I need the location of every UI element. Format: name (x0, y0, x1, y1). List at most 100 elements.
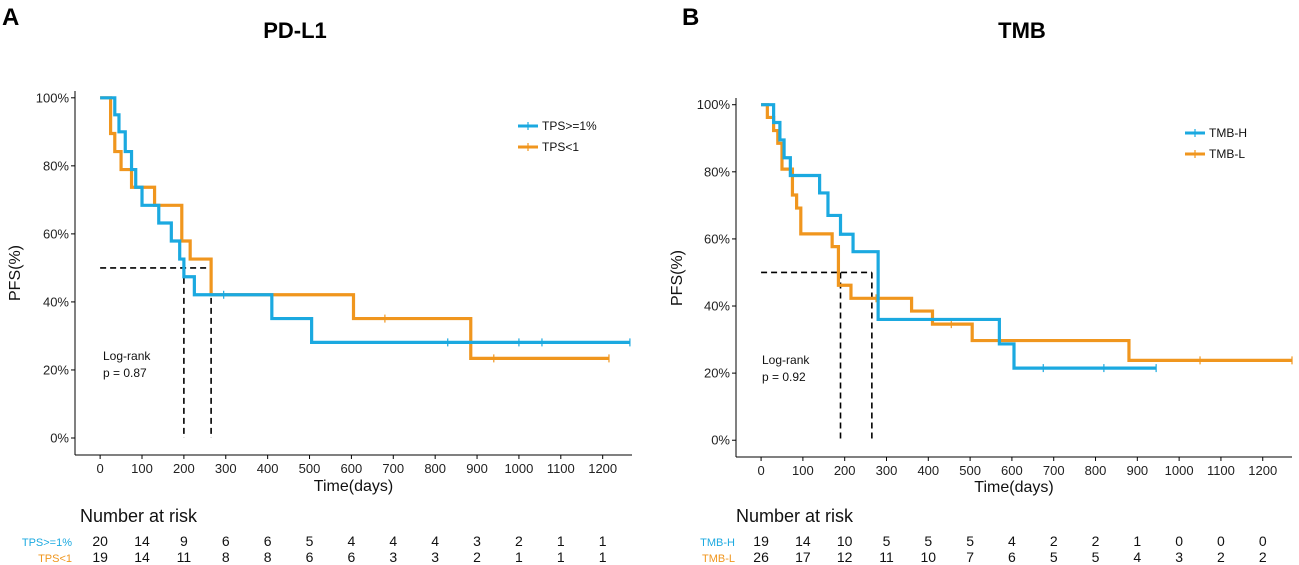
x-tick-label: 500 (959, 463, 981, 478)
logrank-annotation: p = 0.87 (103, 366, 147, 380)
x-tick-label: 400 (917, 463, 939, 478)
x-tick-label: 800 (1085, 463, 1107, 478)
risk-count: 6 (222, 533, 230, 549)
km-curve-tps-1- (100, 96, 630, 344)
risk-row-label: TPS<1 (38, 553, 72, 565)
x-tick-label: 1100 (547, 461, 575, 476)
risk-row-label: TMB-L (702, 553, 735, 565)
km-curve-tps-1 (100, 96, 609, 360)
risk-count: 4 (389, 533, 397, 549)
risk-count: 14 (134, 549, 150, 565)
logrank-annotation: Log-rank (103, 349, 151, 363)
x-tick-label: 1200 (588, 461, 617, 476)
x-tick-label: 900 (1126, 463, 1148, 478)
x-tick-label: 300 (215, 461, 237, 476)
x-tick-label: 400 (257, 461, 279, 476)
x-tick-label: 200 (834, 463, 856, 478)
risk-count: 2 (515, 533, 523, 549)
x-tick-label: 0 (757, 463, 764, 478)
y-axis-title: PFS(%) (7, 245, 24, 301)
x-tick-label: 1000 (504, 461, 533, 476)
legend-label: TMB-H (1209, 126, 1247, 140)
risk-count: 2 (1050, 533, 1058, 549)
x-tick-label: 700 (1043, 463, 1065, 478)
risk-count: 2 (1217, 549, 1225, 565)
x-axis-title: Time(days) (974, 479, 1053, 496)
x-tick-label: 100 (792, 463, 814, 478)
risk-count: 6 (264, 533, 272, 549)
risk-count: 3 (389, 549, 397, 565)
risk-count: 3 (473, 533, 481, 549)
risk-count: 14 (134, 533, 150, 549)
y-tick-label: 40% (43, 294, 69, 309)
logrank-annotation: p = 0.92 (762, 370, 806, 384)
risk-count: 6 (306, 549, 314, 565)
x-tick-label: 0 (97, 461, 104, 476)
risk-count: 6 (1008, 549, 1016, 565)
risk-count: 2 (473, 549, 481, 565)
risk-count: 14 (795, 533, 811, 549)
risk-count: 3 (431, 549, 439, 565)
x-tick-label: 1100 (1207, 463, 1235, 478)
logrank-annotation: Log-rank (762, 353, 810, 367)
risk-count: 7 (966, 549, 974, 565)
y-tick-label: 80% (704, 164, 730, 179)
y-tick-label: 60% (43, 226, 69, 241)
y-tick-label: 80% (43, 158, 69, 173)
y-tick-label: 100% (36, 90, 70, 105)
risk-count: 5 (1092, 549, 1100, 565)
risk-count: 26 (753, 549, 769, 565)
risk-count: 17 (795, 549, 811, 565)
risk-count: 4 (1008, 533, 1016, 549)
risk-count: 4 (431, 533, 439, 549)
risk-count: 5 (924, 533, 932, 549)
risk-count: 6 (348, 549, 356, 565)
risk-count: 1 (557, 549, 565, 565)
legend-label: TPS>=1% (542, 119, 597, 133)
panel-a: A PD-L1 0% 20% 40% 60% 80% 100% 0 100 200 300 400 500… (2, 4, 632, 565)
x-tick-label: 200 (173, 461, 195, 476)
risk-count: 11 (879, 549, 894, 565)
risk-count: 10 (837, 533, 853, 549)
x-tick-label: 800 (424, 461, 446, 476)
y-axis-title: PFS(%) (669, 250, 686, 306)
risk-count: 8 (264, 549, 272, 565)
legend-label: TMB-L (1209, 147, 1245, 161)
y-tick-label: 0% (711, 433, 730, 448)
panel-letter: B (682, 4, 699, 31)
risk-count: 5 (1050, 549, 1058, 565)
risk-count: 9 (180, 533, 188, 549)
km-curve-tmb-l (761, 103, 1292, 362)
x-tick-label: 500 (299, 461, 321, 476)
risk-row-label: TMB-H (700, 537, 735, 549)
risk-count: 2 (1259, 549, 1267, 565)
risk-count: 8 (222, 549, 230, 565)
risk-count: 12 (837, 549, 853, 565)
risk-count: 0 (1175, 533, 1183, 549)
risk-count: 1 (599, 549, 607, 565)
y-tick-label: 20% (704, 366, 730, 381)
risk-count: 11 (177, 549, 192, 565)
risk-count: 5 (966, 533, 974, 549)
y-tick-label: 100% (697, 97, 731, 112)
risk-table-heading: Number at risk (736, 506, 854, 526)
x-tick-label: 1000 (1165, 463, 1194, 478)
risk-count: 1 (557, 533, 565, 549)
risk-count: 4 (348, 533, 356, 549)
y-tick-label: 20% (43, 362, 69, 377)
y-tick-label: 40% (704, 299, 730, 314)
risk-count: 1 (599, 533, 607, 549)
x-tick-label: 600 (1001, 463, 1023, 478)
y-tick-label: 0% (50, 430, 69, 445)
risk-count: 0 (1217, 533, 1225, 549)
chart-title: PD-L1 (263, 18, 327, 43)
legend-label: TPS<1 (542, 140, 579, 154)
y-tick-label: 60% (704, 231, 730, 246)
x-tick-label: 900 (466, 461, 488, 476)
km-curve-tmb-h (761, 103, 1157, 370)
risk-count: 3 (1175, 549, 1183, 565)
risk-count: 5 (883, 533, 891, 549)
x-tick-label: 700 (382, 461, 404, 476)
